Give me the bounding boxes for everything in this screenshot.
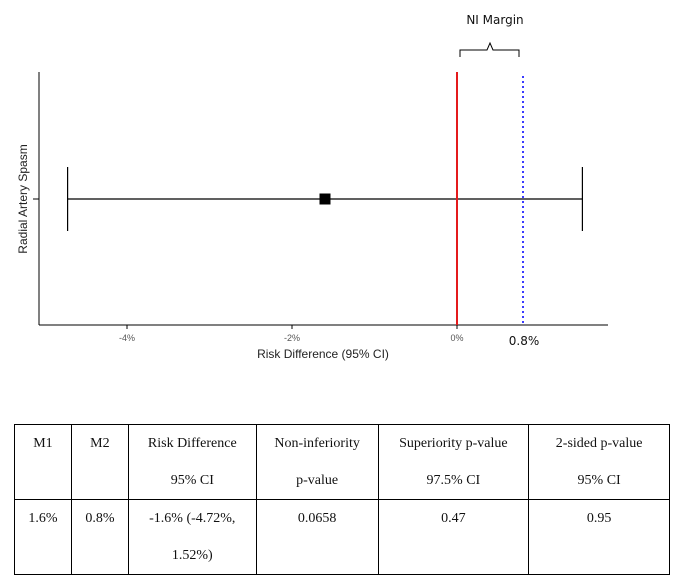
cell-two-sided: 0.95 [528,499,670,575]
ni-margin-label: NI Margin [466,13,523,27]
cell-m1: 1.6% [14,499,72,575]
header-two-sided: 2-sided p-value 95% CI [528,424,670,500]
x-tick-label: 0% [450,333,463,343]
ni-margin-value-label: 0.8% [509,334,540,348]
header-risk-difference: Risk Difference 95% CI [127,424,257,500]
cell-non-inferiority: 0.0658 [255,499,379,575]
header-m1: M1 [14,424,72,500]
table-header-row: M1 M2 Risk Difference 95% CI Non-inferior… [14,424,670,500]
header-superiority: Superiority p-value 97.5% CI [377,424,530,500]
table-row: 1.6% 0.8% -1.6% (-4.72%, 1.52%) 0.0658 0.… [14,499,670,575]
x-tick-label: -2% [284,333,300,343]
cell-superiority: 0.47 [377,499,530,575]
header-m2: M2 [70,424,129,500]
forest-plot: -4% -2% 0% NI Margin 0.8% Risk Difference … [16,13,608,361]
y-axis-title: Radial Artery Spasm [16,144,30,253]
x-tick-label: -4% [119,333,135,343]
results-table: M1 M2 Risk Difference 95% CI Non-inferior… [14,424,670,575]
x-axis-title: Risk Difference (95% CI) [257,347,389,361]
cell-risk-difference: -1.6% (-4.72%, 1.52%) [127,499,257,575]
header-non-inferiority: Non-inferiority p-value [255,424,379,500]
ni-margin-bracket [459,41,520,57]
point-estimate-marker [319,193,331,205]
cell-m2: 0.8% [70,499,129,575]
